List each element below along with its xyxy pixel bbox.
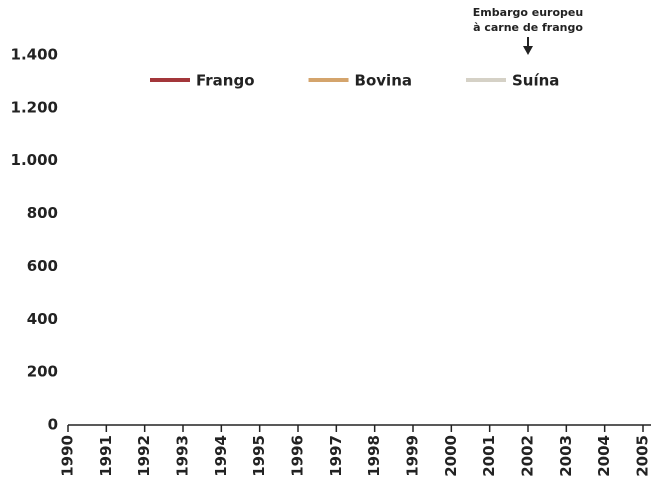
x-tick-label: 2005 bbox=[634, 435, 652, 477]
x-tick-label: 2003 bbox=[557, 435, 575, 477]
annotation-text: à carne de frango bbox=[473, 21, 583, 34]
y-tick-label: 200 bbox=[27, 363, 58, 381]
y-tick-label: 600 bbox=[27, 257, 58, 275]
legend-label: Bovina bbox=[355, 72, 412, 90]
y-tick-label: 0 bbox=[48, 416, 58, 434]
y-tick-label: 1.000 bbox=[11, 151, 58, 169]
x-tick-label: 2002 bbox=[519, 435, 537, 477]
y-tick-label: 1.200 bbox=[11, 98, 58, 116]
x-tick-label: 2000 bbox=[442, 435, 460, 477]
y-tick-label: 400 bbox=[27, 310, 58, 328]
x-tick-label: 1995 bbox=[250, 435, 268, 477]
x-tick-label: 1996 bbox=[289, 435, 307, 477]
annotation-text: Embargo europeu bbox=[473, 6, 583, 19]
x-tick-label: 2001 bbox=[480, 435, 498, 477]
annotation-arrowhead bbox=[523, 46, 533, 55]
legend-label: Suína bbox=[512, 72, 559, 90]
y-tick-label: 1.400 bbox=[11, 46, 58, 64]
x-tick-label: 1991 bbox=[97, 435, 115, 477]
x-tick-label: 1990 bbox=[59, 435, 77, 477]
x-tick-label: 1994 bbox=[212, 435, 230, 477]
x-tick-label: 1998 bbox=[365, 435, 383, 477]
y-tick-label: 800 bbox=[27, 204, 58, 222]
x-tick-label: 1997 bbox=[327, 435, 345, 477]
x-tick-label: 2004 bbox=[595, 435, 613, 477]
legend-label: Frango bbox=[196, 72, 255, 90]
x-tick-label: 1999 bbox=[404, 435, 422, 477]
x-tick-label: 1992 bbox=[135, 435, 153, 477]
x-tick-label: 1993 bbox=[174, 435, 192, 477]
